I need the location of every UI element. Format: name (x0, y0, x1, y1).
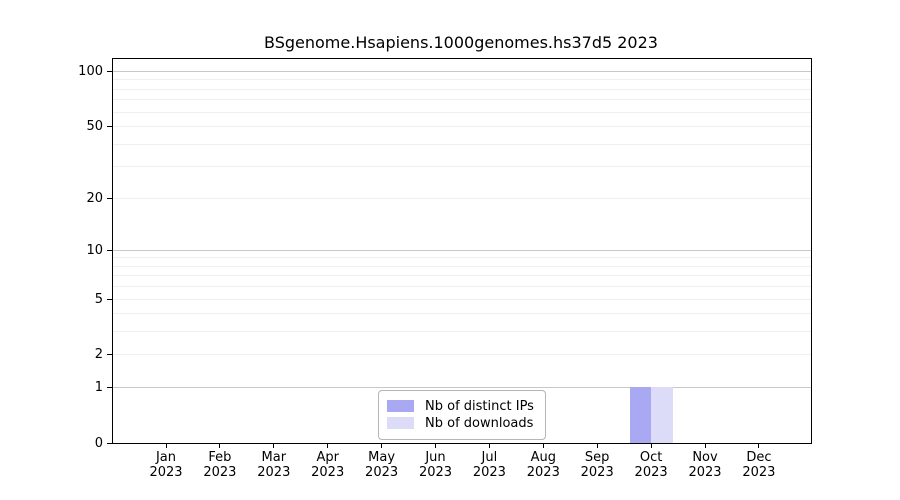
y-tick-label: 2 (94, 347, 103, 363)
gridline-minor (113, 354, 811, 356)
gridline-minor (113, 126, 811, 128)
x-axis-tick (165, 443, 167, 448)
gridline-minor (113, 79, 811, 81)
gridline-minor (113, 99, 811, 101)
gridline-minor (113, 166, 811, 168)
chart-title: BSgenome.Hsapiens.1000genomes.hs37d5 202… (264, 33, 658, 52)
bar-nb-of-downloads-oct (651, 387, 673, 443)
x-axis-tick (381, 443, 383, 448)
x-tick-label: Nov 2023 (688, 450, 722, 480)
x-axis-tick (273, 443, 275, 448)
y-tick-label: 50 (86, 119, 103, 135)
x-axis-tick (758, 443, 760, 448)
gridline-minor (113, 197, 811, 199)
x-axis-tick (704, 443, 706, 448)
gridline-minor (113, 143, 811, 145)
x-tick-label: Jul 2023 (472, 450, 506, 480)
y-axis-tick (107, 387, 112, 389)
legend-label: Nb of distinct IPs (425, 398, 534, 414)
x-axis-tick (488, 443, 490, 448)
gridline-minor (113, 257, 811, 259)
bar-nb-of-distinct-ips-oct (629, 387, 652, 443)
x-axis-tick (596, 443, 598, 448)
gridline-major (113, 387, 811, 389)
gridline-minor (113, 313, 811, 315)
y-tick-label: 100 (78, 63, 103, 79)
gridline-major (113, 249, 811, 251)
x-tick-label: Jun 2023 (418, 450, 453, 480)
y-tick-label: 20 (86, 190, 103, 206)
plot-area: Nb of distinct IPs Nb of downloads 0 1 2 5 10… (78, 58, 812, 480)
x-axis-tick (650, 443, 652, 448)
y-tick-label: 0 (94, 436, 103, 451)
legend-swatch (387, 400, 414, 412)
y-axis-tick (107, 443, 112, 444)
legend-label: Nb of downloads (425, 415, 534, 431)
x-tick-label: Jan 2023 (149, 450, 183, 480)
gridline-minor (113, 331, 811, 333)
y-axis-tick (107, 126, 112, 128)
gridline-minor (113, 275, 811, 277)
legend-item: Nb of downloads (387, 415, 537, 431)
gridline-minor (113, 298, 811, 300)
x-tick-label: Apr 2023 (311, 450, 345, 480)
x-axis-tick (327, 443, 329, 448)
x-tick-label: Dec 2023 (742, 450, 776, 480)
y-axis-tick (107, 249, 112, 251)
x-tick-label: Sep 2023 (580, 450, 614, 480)
legend: Nb of distinct IPs Nb of downloads (378, 390, 546, 440)
x-axis-tick (219, 443, 221, 448)
legend-swatch (387, 417, 414, 429)
y-axis-tick (107, 197, 112, 199)
y-axis-tick (107, 70, 112, 72)
gridline-minor (113, 111, 811, 113)
y-tick-label: 10 (86, 242, 103, 258)
gridline-major (113, 70, 811, 72)
y-axis-tick (107, 354, 112, 356)
x-tick-label: Feb 2023 (203, 450, 237, 480)
legend-item: Nb of distinct IPs (387, 398, 537, 414)
y-tick-label: 5 (94, 291, 103, 307)
gridline-minor (113, 265, 811, 267)
y-axis-tick (107, 298, 112, 300)
gridline-minor (113, 286, 811, 288)
x-tick-label: Aug 2023 (526, 450, 560, 480)
x-tick-label: May 2023 (365, 450, 399, 480)
x-tick-label: Mar 2023 (257, 450, 291, 480)
y-tick-label: 1 (94, 380, 103, 396)
x-axis-tick (542, 443, 544, 448)
x-tick-label: Oct 2023 (634, 450, 668, 480)
gridline-minor (113, 88, 811, 90)
x-axis-tick (435, 443, 436, 448)
